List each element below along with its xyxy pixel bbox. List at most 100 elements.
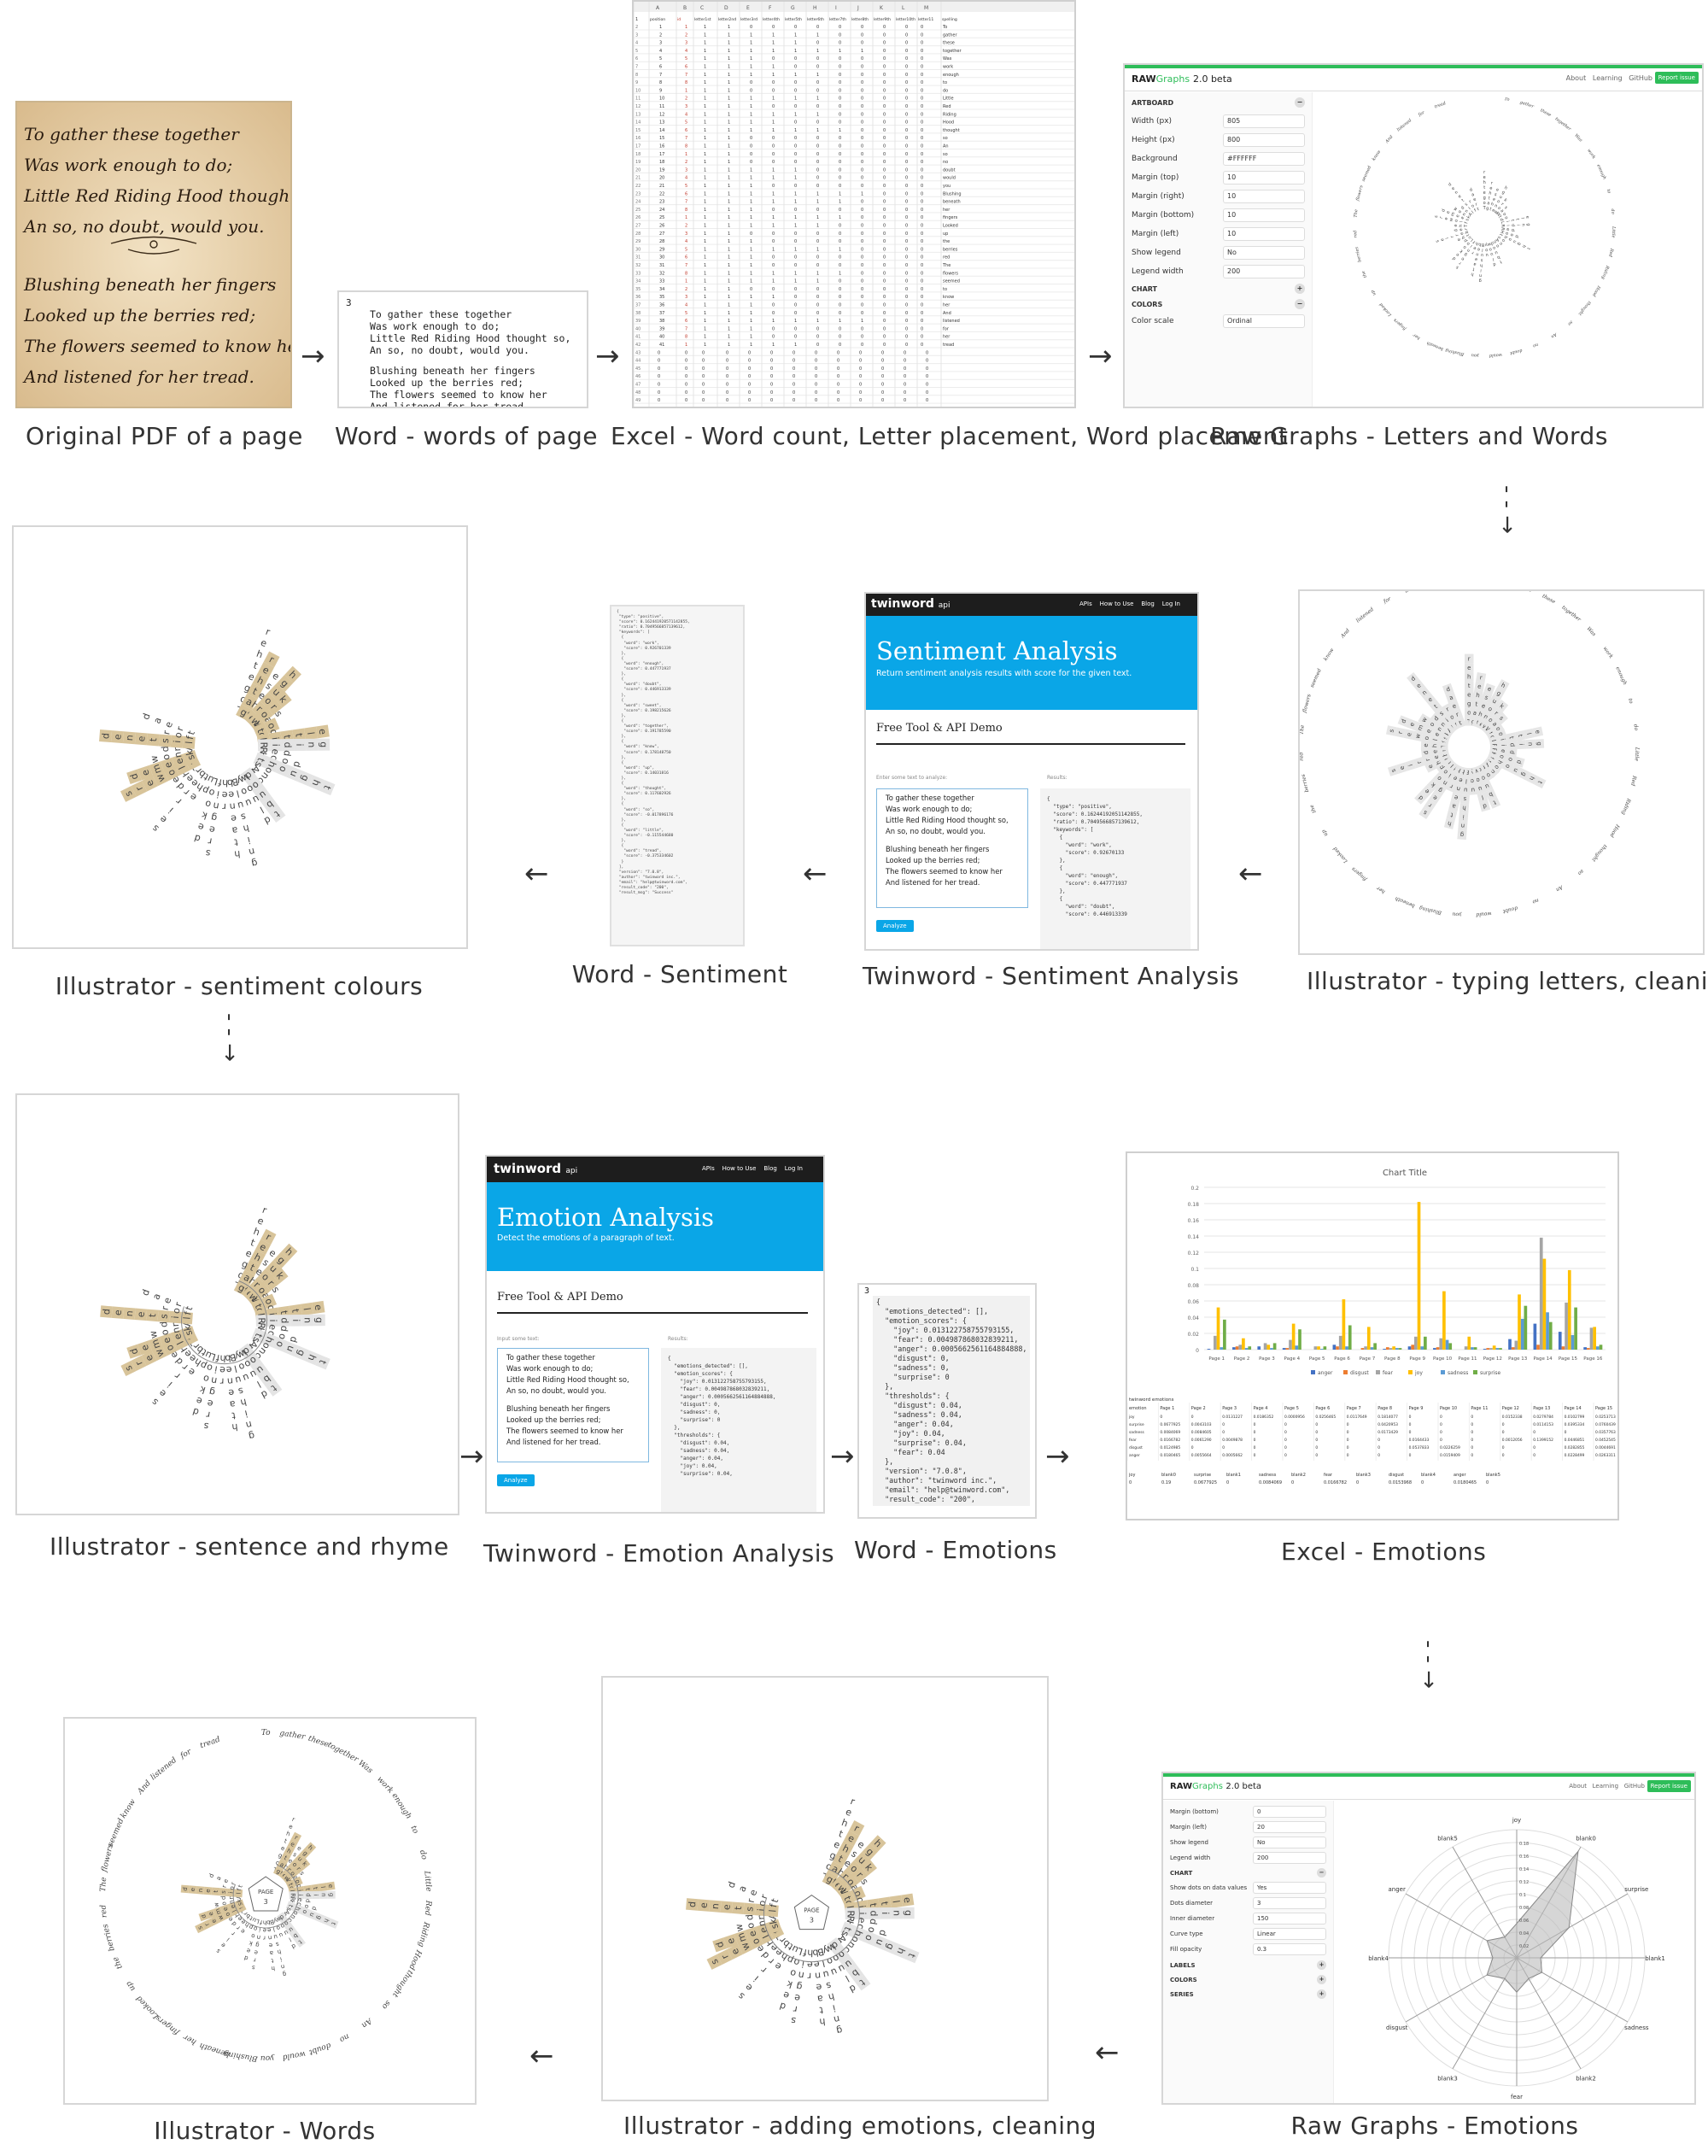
radar-tick-label: 0.04 xyxy=(1519,1931,1529,1936)
field-input[interactable]: 0.3 xyxy=(1253,1943,1326,1955)
letter-glyph: o xyxy=(267,728,279,736)
field-input[interactable]: 150 xyxy=(1253,1913,1326,1925)
artboard-section[interactable]: ARTBOARD xyxy=(1132,98,1174,107)
nav-learning[interactable]: Learning xyxy=(1592,74,1623,82)
cell: 1 xyxy=(704,231,706,237)
expand-icon[interactable]: + xyxy=(1317,1989,1326,1999)
colors-section[interactable]: COLORS xyxy=(1132,300,1163,308)
expand-icon[interactable]: + xyxy=(1317,1960,1326,1970)
nav-learning[interactable]: Learning xyxy=(1592,1783,1619,1790)
letter-glyph: h xyxy=(271,1965,275,1971)
column-header[interactable]: L xyxy=(902,5,905,11)
letter-glyph: e xyxy=(698,1901,710,1908)
column-header[interactable]: E xyxy=(746,5,750,11)
cell: Blushing xyxy=(943,191,962,196)
field-input[interactable]: No xyxy=(1253,1837,1326,1848)
field-input[interactable]: 805 xyxy=(1223,114,1305,128)
column-header[interactable]: B xyxy=(683,5,687,11)
nav-how-to-use[interactable]: How to Use xyxy=(1099,601,1134,607)
field-input[interactable]: #FFFFFF xyxy=(1223,152,1305,166)
collapse-icon[interactable]: − xyxy=(1317,1868,1326,1878)
field-input[interactable]: No xyxy=(1223,246,1305,260)
text-input[interactable]: To gather these together Was work enough … xyxy=(497,1348,649,1462)
analyze-button[interactable]: Analyze xyxy=(497,1474,535,1486)
cell: 2 xyxy=(685,97,687,102)
cell: 0 xyxy=(921,335,923,340)
field-input[interactable]: 200 xyxy=(1223,265,1305,278)
letter-glyph: h xyxy=(277,1948,282,1955)
field-input[interactable]: 20 xyxy=(1253,1821,1326,1833)
letter-box xyxy=(889,1895,904,1908)
letter-glyph: h xyxy=(1471,271,1475,277)
nav-blog[interactable]: Blog xyxy=(1141,601,1155,607)
report-issue-button[interactable]: Report issue xyxy=(1654,72,1699,84)
expand-icon[interactable]: + xyxy=(1295,284,1305,294)
letter-box xyxy=(849,1820,865,1837)
cell: 1 xyxy=(704,184,706,189)
nav-about[interactable]: About xyxy=(1565,74,1587,82)
column-header[interactable]: F xyxy=(769,5,772,11)
color-scale-select[interactable]: Ordinal xyxy=(1223,314,1305,328)
field-input[interactable]: 800 xyxy=(1223,133,1305,147)
field-input[interactable]: Linear xyxy=(1253,1928,1326,1940)
chart-section[interactable]: CHART xyxy=(1170,1869,1193,1877)
letter-glyph: n xyxy=(833,2013,841,2025)
nav-github[interactable]: GitHub xyxy=(1623,1783,1645,1790)
field-input[interactable]: 10 xyxy=(1223,227,1305,241)
cell: 1 xyxy=(794,176,797,181)
field-input[interactable]: 3 xyxy=(1253,1897,1326,1909)
field-input[interactable]: 10 xyxy=(1223,208,1305,222)
chart-section[interactable]: CHART xyxy=(1132,284,1158,293)
text-input[interactable]: To gather these together Was work enough … xyxy=(876,788,1028,908)
cell: 0 xyxy=(883,287,886,292)
nav-login[interactable]: Log In xyxy=(1161,601,1180,607)
analyze-button[interactable]: Analyze xyxy=(876,920,914,932)
letter-glyph: o xyxy=(792,1956,801,1969)
field-input[interactable]: Yes xyxy=(1253,1882,1326,1894)
cell: 0 xyxy=(905,41,908,46)
cell: 0 xyxy=(750,152,752,157)
nav-apis[interactable]: APIs xyxy=(1079,601,1092,607)
letter-glyph: h xyxy=(1476,692,1481,700)
column-header[interactable]: C xyxy=(700,5,704,11)
cell: 0 xyxy=(793,366,795,372)
column-header[interactable]: G xyxy=(791,5,795,11)
letter-glyph: u xyxy=(283,1929,290,1936)
cell: 0 xyxy=(926,390,928,395)
nav-about[interactable]: About xyxy=(1569,1783,1587,1790)
nav-login[interactable]: Log In xyxy=(784,1165,803,1172)
nav-how-to-use[interactable]: How to Use xyxy=(722,1165,757,1172)
letter-glyph: g xyxy=(1495,689,1502,697)
nav-github[interactable]: GitHub xyxy=(1629,74,1652,82)
section-row[interactable]: SERIES + xyxy=(1170,1989,1326,1999)
report-issue-button[interactable]: Report issue xyxy=(1647,1780,1691,1792)
column-header[interactable]: I xyxy=(835,5,837,11)
column-header[interactable]: J xyxy=(857,5,859,11)
field-label: Margin (left) xyxy=(1132,230,1179,238)
field-input[interactable]: 0 xyxy=(1253,1806,1326,1818)
cell: 26 xyxy=(659,224,664,229)
column-header[interactable]: K xyxy=(880,5,884,11)
row-number: 10 xyxy=(635,88,640,93)
letter-glyph: L xyxy=(795,1945,804,1957)
cell: 0 xyxy=(816,295,819,300)
expand-icon[interactable]: + xyxy=(1317,1975,1326,1984)
bar xyxy=(1486,1348,1490,1350)
collapse-icon[interactable]: − xyxy=(1295,299,1305,309)
bar xyxy=(1282,1348,1286,1350)
section-row[interactable]: LABELS + xyxy=(1170,1960,1326,1970)
field-input[interactable]: 200 xyxy=(1253,1852,1326,1864)
cell: 1 xyxy=(685,152,687,157)
column-header[interactable]: D xyxy=(724,5,728,11)
nav-blog[interactable]: Blog xyxy=(763,1165,777,1172)
field-input[interactable]: 10 xyxy=(1223,190,1305,203)
collapse-icon[interactable]: − xyxy=(1295,97,1305,108)
nav-apis[interactable]: APIs xyxy=(702,1165,715,1172)
column-header[interactable]: H xyxy=(813,5,817,11)
section-row[interactable]: COLORS + xyxy=(1170,1975,1326,1984)
input-line: Was work enough to do; xyxy=(886,805,973,813)
column-header[interactable]: A xyxy=(656,5,660,11)
column-header[interactable]: M xyxy=(924,5,928,11)
field-input[interactable]: 10 xyxy=(1223,171,1305,185)
